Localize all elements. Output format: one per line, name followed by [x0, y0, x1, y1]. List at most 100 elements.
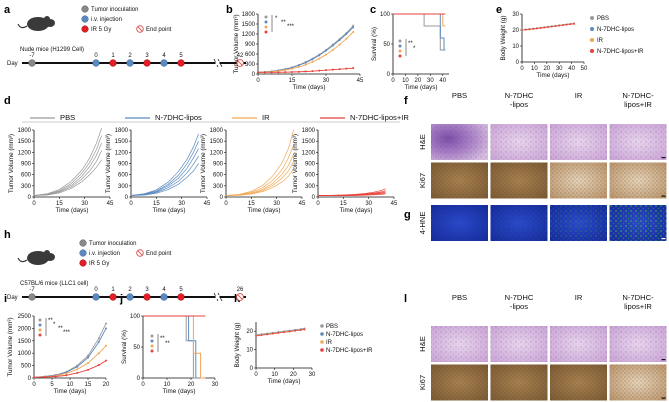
legend-label: i.v. injection — [89, 251, 120, 257]
y-tick-label: 100 — [380, 12, 391, 18]
data-point — [260, 334, 263, 337]
x-tick-label: 10 — [164, 382, 171, 388]
x-tick-label: 15 — [153, 201, 160, 207]
row-label: Ki67 — [418, 173, 427, 188]
legend-label: End point — [146, 251, 172, 257]
x-tick-label: 10 — [531, 66, 538, 72]
chart-b: 0 300 600 900 1200 1500 1800 0 15 30 45 Time (days)… — [233, 12, 364, 91]
legend-dot — [320, 348, 324, 352]
data-point — [257, 71, 259, 74]
data-point — [271, 332, 274, 335]
y-tick-label: 0 — [220, 195, 224, 201]
x-axis-label: Time (days) — [162, 388, 195, 395]
row-label: Ki67 — [418, 375, 427, 390]
significance-mark: ** — [408, 41, 413, 47]
data-point — [550, 25, 553, 28]
legend-dot — [264, 15, 268, 19]
x-axis-label: Time (days) — [267, 378, 300, 385]
histology-texture — [609, 124, 667, 160]
x-tick-label: 0 — [32, 201, 36, 207]
significance-mark: ** — [160, 336, 165, 342]
x-axis-label: Time (days) — [247, 207, 280, 214]
chart-d0: 0 300 600 900 1200 1500 1800 0 15 30 45 Time (days)… — [8, 127, 114, 214]
x-axis-label: Time (days) — [152, 207, 185, 214]
significance-mark: * — [53, 322, 56, 328]
scale-bar — [661, 195, 666, 197]
legend-label: PBS — [326, 324, 338, 330]
legend-dot — [320, 340, 324, 344]
series-line-ir — [393, 13, 446, 27]
tumor-inoculation-icon — [79, 239, 87, 247]
panel-label-i: i — [4, 293, 7, 305]
y-axis-label: Tumor Volume (mm³) — [200, 134, 207, 193]
mouse-label: C57BL/6 mice (LLC1 cell) — [20, 281, 88, 287]
legend-label: End point — [146, 27, 172, 33]
day-tick-label: 2 — [128, 53, 132, 59]
day-label: Day — [7, 295, 18, 301]
legend-label: IR 5 Gy — [89, 261, 109, 267]
data-point — [311, 61, 314, 63]
x-axis-label: Time (days) — [339, 207, 372, 214]
y-tick-label: 600 — [245, 52, 256, 58]
tumor-inoculation-marker — [28, 59, 36, 67]
ir-marker — [177, 293, 185, 301]
legend-label: PBS — [597, 16, 609, 22]
column-header: lipos+IR — [624, 100, 652, 109]
legend-label: IR — [597, 38, 604, 44]
y-tick-label: 900 — [245, 42, 256, 48]
data-point — [562, 24, 564, 27]
series-line-pbs — [255, 328, 305, 336]
legend-label: Tumor inoculation — [89, 241, 136, 247]
y-tick-label: 0 — [250, 366, 254, 372]
legend-dot — [264, 20, 268, 24]
series-line-m2 — [33, 135, 102, 196]
x-tick-label: 30 — [273, 201, 280, 207]
column-header: -lipos — [510, 100, 528, 109]
x-tick-label: 30 — [427, 78, 434, 84]
column-header: IR — [575, 91, 583, 100]
data-point — [569, 23, 572, 26]
x-tick-label: 0 — [224, 201, 228, 207]
series-line-m5 — [225, 168, 294, 196]
data-point — [97, 337, 100, 340]
ir-marker — [143, 59, 151, 67]
histology-texture — [550, 326, 607, 362]
y-tick-label: 10 — [512, 44, 519, 50]
column-header: -lipos — [510, 302, 528, 311]
series-line-n-7dhc-lipos — [393, 13, 446, 51]
histology-texture — [490, 124, 548, 160]
panel-label-f: f — [404, 95, 408, 107]
y-tick-label: 1200 — [302, 150, 316, 156]
data-point — [331, 44, 334, 47]
day-label: Day — [7, 61, 18, 67]
data-point — [535, 27, 538, 30]
series-line-n-7dhc-lipos-ir — [255, 329, 305, 337]
y-tick-label: 500 — [21, 364, 32, 370]
data-point — [303, 328, 306, 331]
legend-label: Tumor inoculation — [91, 7, 138, 13]
y-tick-label: 1500 — [18, 139, 32, 145]
y-tick-label: 20 — [246, 329, 253, 335]
end-point-icon-slash — [137, 26, 143, 32]
day-tick-label: -7 — [29, 53, 35, 59]
data-point — [528, 28, 531, 31]
x-tick-label: 30 — [309, 372, 316, 378]
panel-label-g: g — [404, 209, 411, 221]
iv-injection-marker — [160, 59, 168, 67]
day-tick-label: 26 — [237, 287, 244, 293]
x-tick-label: 0 — [520, 66, 524, 72]
mouse-icon-h — [17, 250, 55, 265]
y-tick-label: 1800 — [242, 12, 256, 18]
series-line-ir — [257, 31, 354, 73]
series-line-m5 — [317, 193, 386, 197]
legend-dot — [590, 16, 594, 20]
data-point — [97, 352, 100, 355]
x-tick-label: 30 — [212, 382, 219, 388]
day-tick-label: 3 — [145, 287, 149, 293]
significance-mark: ** — [48, 318, 53, 324]
fluorescence-green-signal — [609, 205, 667, 241]
y-tick-label: 1000 — [18, 351, 32, 357]
y-tick-label: 1200 — [18, 150, 32, 156]
y-tick-label: 2000 — [18, 326, 32, 332]
